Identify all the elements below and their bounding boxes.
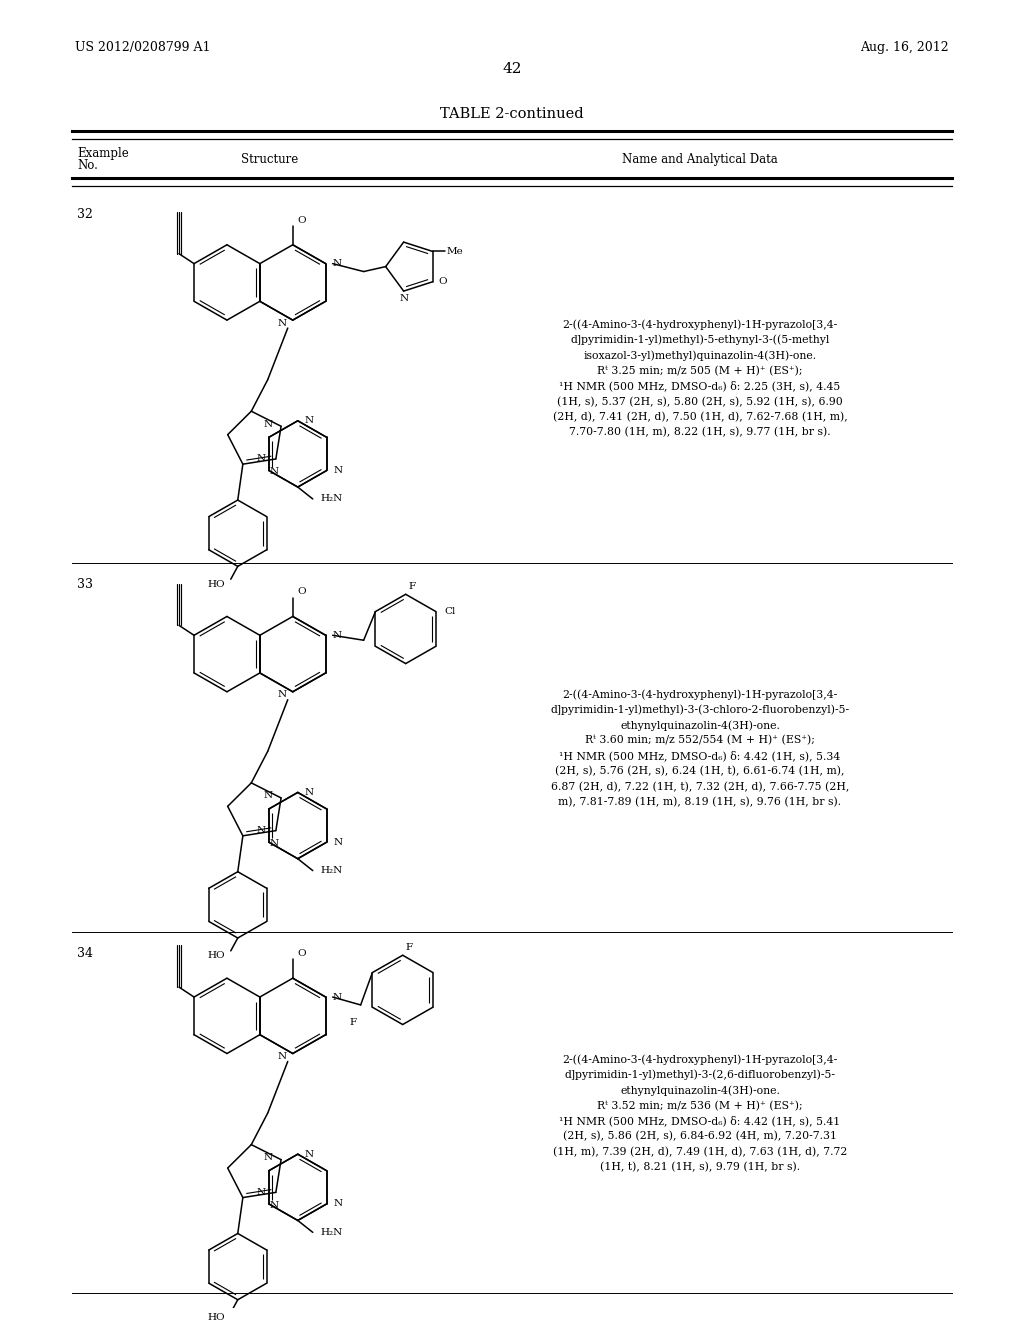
Text: (1H, s), 5.37 (2H, s), 5.80 (2H, s), 5.92 (1H, s), 6.90: (1H, s), 5.37 (2H, s), 5.80 (2H, s), 5.9… <box>557 396 843 407</box>
Text: N: N <box>264 420 273 429</box>
Text: isoxazol-3-yl)methyl)quinazolin-4(3H)-one.: isoxazol-3-yl)methyl)quinazolin-4(3H)-on… <box>584 350 816 360</box>
Text: Aug. 16, 2012: Aug. 16, 2012 <box>860 41 949 54</box>
Text: (1H, t), 8.21 (1H, s), 9.79 (1H, br s).: (1H, t), 8.21 (1H, s), 9.79 (1H, br s). <box>600 1162 800 1172</box>
Text: 34: 34 <box>77 946 93 960</box>
Text: US 2012/0208799 A1: US 2012/0208799 A1 <box>75 41 211 54</box>
Text: HO: HO <box>207 579 224 589</box>
Text: d]pyrimidin-1-yl)methyl)-5-ethynyl-3-((5-methyl: d]pyrimidin-1-yl)methyl)-5-ethynyl-3-((5… <box>570 335 829 346</box>
Text: 33: 33 <box>77 578 93 591</box>
Text: Me: Me <box>446 247 464 256</box>
Text: O: O <box>298 215 306 224</box>
Text: Structure: Structure <box>242 153 299 166</box>
Text: N: N <box>278 1052 287 1061</box>
Text: H₂N: H₂N <box>321 1228 343 1237</box>
Text: N: N <box>334 466 343 475</box>
Text: Rᵗ 3.60 min; m/z 552/554 (M + H)⁺ (ES⁺);: Rᵗ 3.60 min; m/z 552/554 (M + H)⁺ (ES⁺); <box>585 735 815 746</box>
Text: Rᵗ 3.52 min; m/z 536 (M + H)⁺ (ES⁺);: Rᵗ 3.52 min; m/z 536 (M + H)⁺ (ES⁺); <box>597 1101 803 1111</box>
Text: N: N <box>257 826 266 836</box>
Text: N: N <box>305 416 314 425</box>
Text: 2-((4-Amino-3-(4-hydroxyphenyl)-1H-pyrazolo[3,4-: 2-((4-Amino-3-(4-hydroxyphenyl)-1H-pyraz… <box>562 1055 838 1065</box>
Text: N: N <box>269 840 279 847</box>
Text: d]pyrimidin-1-yl)methyl)-3-(2,6-difluorobenzyl)-5-: d]pyrimidin-1-yl)methyl)-3-(2,6-difluoro… <box>564 1069 836 1080</box>
Text: H₂N: H₂N <box>321 495 343 503</box>
Text: N: N <box>264 1154 273 1162</box>
Text: TABLE 2-continued: TABLE 2-continued <box>440 107 584 121</box>
Text: 7.70-7.80 (1H, m), 8.22 (1H, s), 9.77 (1H, br s).: 7.70-7.80 (1H, m), 8.22 (1H, s), 9.77 (1… <box>569 428 830 437</box>
Text: F: F <box>409 582 416 591</box>
Text: Rᵗ 3.25 min; m/z 505 (M + H)⁺ (ES⁺);: Rᵗ 3.25 min; m/z 505 (M + H)⁺ (ES⁺); <box>597 366 803 376</box>
Text: Name and Analytical Data: Name and Analytical Data <box>623 153 778 166</box>
Text: F: F <box>406 942 413 952</box>
Text: Example: Example <box>77 147 129 160</box>
Text: 2-((4-Amino-3-(4-hydroxyphenyl)-1H-pyrazolo[3,4-: 2-((4-Amino-3-(4-hydroxyphenyl)-1H-pyraz… <box>562 319 838 330</box>
Text: N: N <box>264 792 273 800</box>
Text: N: N <box>257 454 266 463</box>
Text: N: N <box>278 318 287 327</box>
Text: F: F <box>349 1018 356 1027</box>
Text: H₂N: H₂N <box>321 866 343 875</box>
Text: N: N <box>334 838 343 846</box>
Text: O: O <box>438 277 447 286</box>
Text: N: N <box>305 1150 314 1159</box>
Text: ethynylquinazolin-4(3H)-one.: ethynylquinazolin-4(3H)-one. <box>621 1085 780 1096</box>
Text: HO: HO <box>207 952 224 961</box>
Text: (1H, m), 7.39 (2H, d), 7.49 (1H, d), 7.63 (1H, d), 7.72: (1H, m), 7.39 (2H, d), 7.49 (1H, d), 7.6… <box>553 1147 847 1158</box>
Text: O: O <box>298 949 306 958</box>
Text: N: N <box>278 690 287 700</box>
Text: 2-((4-Amino-3-(4-hydroxyphenyl)-1H-pyrazolo[3,4-: 2-((4-Amino-3-(4-hydroxyphenyl)-1H-pyraz… <box>562 689 838 700</box>
Text: N: N <box>333 631 342 640</box>
Text: ¹H NMR (500 MHz, DMSO-d₆) δ: 2.25 (3H, s), 4.45: ¹H NMR (500 MHz, DMSO-d₆) δ: 2.25 (3H, s… <box>559 381 841 392</box>
Text: N: N <box>269 1201 279 1210</box>
Text: (2H, d), 7.41 (2H, d), 7.50 (1H, d), 7.62-7.68 (1H, m),: (2H, d), 7.41 (2H, d), 7.50 (1H, d), 7.6… <box>553 412 848 422</box>
Text: 32: 32 <box>77 207 93 220</box>
Text: N: N <box>399 294 409 304</box>
Text: ¹H NMR (500 MHz, DMSO-d₆) δ: 4.42 (1H, s), 5.41: ¹H NMR (500 MHz, DMSO-d₆) δ: 4.42 (1H, s… <box>559 1115 841 1126</box>
Text: N: N <box>305 788 314 797</box>
Text: No.: No. <box>77 158 98 172</box>
Text: m), 7.81-7.89 (1H, m), 8.19 (1H, s), 9.76 (1H, br s).: m), 7.81-7.89 (1H, m), 8.19 (1H, s), 9.7… <box>558 797 842 808</box>
Text: (2H, s), 5.86 (2H, s), 6.84-6.92 (4H, m), 7.20-7.31: (2H, s), 5.86 (2H, s), 6.84-6.92 (4H, m)… <box>563 1131 837 1142</box>
Text: ethynylquinazolin-4(3H)-one.: ethynylquinazolin-4(3H)-one. <box>621 719 780 730</box>
Text: HO: HO <box>207 1313 224 1320</box>
Text: ¹H NMR (500 MHz, DMSO-d₆) δ: 4.42 (1H, s), 5.34: ¹H NMR (500 MHz, DMSO-d₆) δ: 4.42 (1H, s… <box>559 751 841 762</box>
Text: N: N <box>334 1200 343 1208</box>
Text: N: N <box>269 467 279 477</box>
Text: 6.87 (2H, d), 7.22 (1H, t), 7.32 (2H, d), 7.66-7.75 (2H,: 6.87 (2H, d), 7.22 (1H, t), 7.32 (2H, d)… <box>551 781 849 792</box>
Text: d]pyrimidin-1-yl)methyl)-3-(3-chloro-2-fluorobenzyl)-5-: d]pyrimidin-1-yl)methyl)-3-(3-chloro-2-f… <box>551 705 850 715</box>
Text: N: N <box>333 993 342 1002</box>
Text: N: N <box>333 259 342 268</box>
Text: N: N <box>257 1188 266 1197</box>
Text: Cl: Cl <box>444 607 456 616</box>
Text: (2H, s), 5.76 (2H, s), 6.24 (1H, t), 6.61-6.74 (1H, m),: (2H, s), 5.76 (2H, s), 6.24 (1H, t), 6.6… <box>555 766 845 776</box>
Text: O: O <box>298 587 306 597</box>
Text: 42: 42 <box>502 62 522 77</box>
